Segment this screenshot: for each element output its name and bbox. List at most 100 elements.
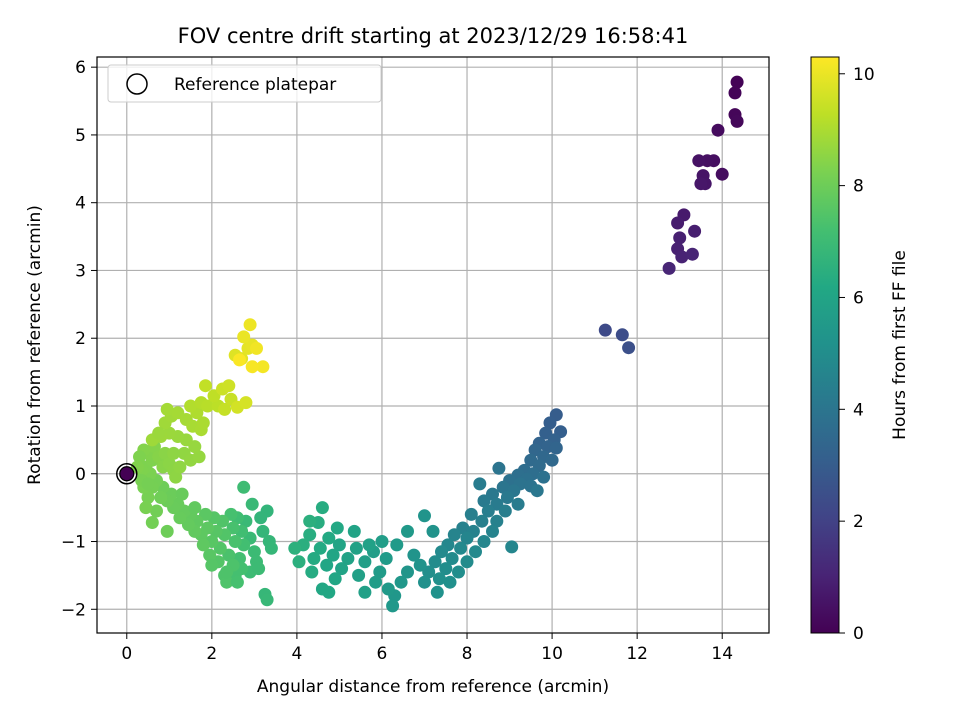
- legend: Reference platepar: [107, 64, 382, 103]
- data-point: [452, 565, 465, 579]
- data-point: [428, 555, 442, 569]
- data-point: [692, 154, 706, 168]
- colorbar-tick-label: 8: [853, 177, 864, 197]
- y-tick-label: 2: [75, 329, 86, 349]
- data-point: [264, 541, 278, 555]
- data-point: [243, 318, 257, 332]
- data-point: [498, 504, 512, 518]
- data-point: [439, 562, 453, 576]
- data-point: [184, 399, 198, 413]
- data-point: [711, 123, 725, 137]
- data-point: [167, 446, 181, 460]
- data-point: [622, 341, 636, 355]
- data-point: [430, 585, 444, 599]
- data-point: [233, 353, 246, 367]
- data-point: [358, 555, 372, 569]
- y-tick-label: −2: [61, 600, 86, 620]
- y-axis-label: Rotation from reference (arcmin): [25, 205, 45, 485]
- data-point: [173, 511, 187, 525]
- reference-point: [119, 466, 135, 482]
- data-point: [203, 548, 217, 562]
- data-point: [133, 450, 146, 464]
- data-point: [254, 511, 268, 525]
- x-tick-label: 12: [626, 644, 648, 664]
- data-point: [460, 531, 474, 545]
- data-point: [473, 477, 487, 491]
- data-point: [464, 507, 478, 521]
- x-tick-label: 0: [121, 644, 132, 664]
- y-tick-label: 0: [75, 465, 86, 485]
- data-point: [505, 540, 519, 554]
- colorbar-ticks: 0 2 4 6 8 10: [839, 65, 875, 644]
- data-point: [662, 261, 676, 275]
- data-point: [469, 545, 482, 559]
- data-point: [237, 480, 251, 494]
- y-axis: −2 −1 0 1 2 3 4 5 6: [61, 58, 97, 620]
- data-point: [598, 323, 612, 337]
- data-point: [305, 565, 319, 579]
- data-point: [362, 538, 376, 552]
- data-point: [694, 177, 708, 191]
- data-point: [303, 528, 317, 542]
- x-axis-label: Angular distance from reference (arcmin): [257, 677, 609, 697]
- data-point: [454, 541, 468, 555]
- legend-label: Reference platepar: [174, 75, 336, 95]
- data-point: [332, 538, 346, 552]
- x-tick-label: 14: [711, 644, 733, 664]
- data-point: [141, 491, 155, 504]
- y-tick-label: 6: [75, 58, 86, 78]
- colorbar-tick-label: 6: [853, 288, 864, 308]
- data-point: [352, 568, 366, 582]
- data-point: [245, 360, 259, 374]
- data-point: [239, 396, 253, 410]
- data-point: [152, 426, 166, 440]
- data-point: [445, 552, 459, 565]
- data-point: [426, 524, 440, 538]
- colorbar-label: Hours from first FF file: [890, 250, 910, 440]
- data-point: [315, 582, 329, 596]
- legend-box: [107, 64, 382, 103]
- data-point: [228, 535, 242, 548]
- data-point: [245, 497, 259, 511]
- data-point: [671, 216, 685, 230]
- colorbar: 0 2 4 6 8 10 Hours from first FF file: [810, 56, 910, 644]
- data-point: [401, 565, 414, 579]
- data-point: [432, 572, 446, 586]
- data-point: [481, 504, 495, 518]
- data-point: [222, 379, 236, 393]
- data-point: [303, 514, 317, 528]
- colorbar-tick-label: 4: [853, 400, 864, 420]
- x-tick-label: 4: [291, 644, 302, 664]
- data-point: [490, 514, 504, 528]
- data-point: [320, 558, 334, 572]
- data-point: [543, 416, 557, 430]
- data-point: [381, 582, 395, 596]
- data-point: [530, 484, 544, 498]
- data-point: [201, 399, 215, 413]
- data-point: [192, 450, 206, 464]
- data-point: [375, 535, 389, 548]
- data-point: [175, 487, 189, 501]
- data-point: [615, 328, 629, 342]
- data-point: [435, 545, 448, 559]
- data-point: [418, 509, 431, 523]
- data-point: [477, 535, 491, 548]
- data-point: [369, 575, 383, 589]
- data-point: [196, 538, 210, 552]
- data-point: [443, 575, 457, 589]
- data-point: [256, 360, 270, 374]
- data-point: [237, 330, 251, 344]
- data-point: [252, 562, 266, 576]
- y-tick-label: 3: [75, 261, 86, 281]
- data-point: [673, 231, 687, 245]
- data-point: [220, 575, 234, 589]
- data-points: [116, 75, 744, 613]
- data-point: [250, 341, 263, 355]
- data-point: [358, 585, 372, 599]
- y-tick-label: 5: [75, 126, 86, 146]
- data-point: [322, 531, 336, 545]
- data-point: [537, 470, 551, 484]
- data-point: [313, 541, 327, 555]
- plot-frame: [96, 56, 770, 634]
